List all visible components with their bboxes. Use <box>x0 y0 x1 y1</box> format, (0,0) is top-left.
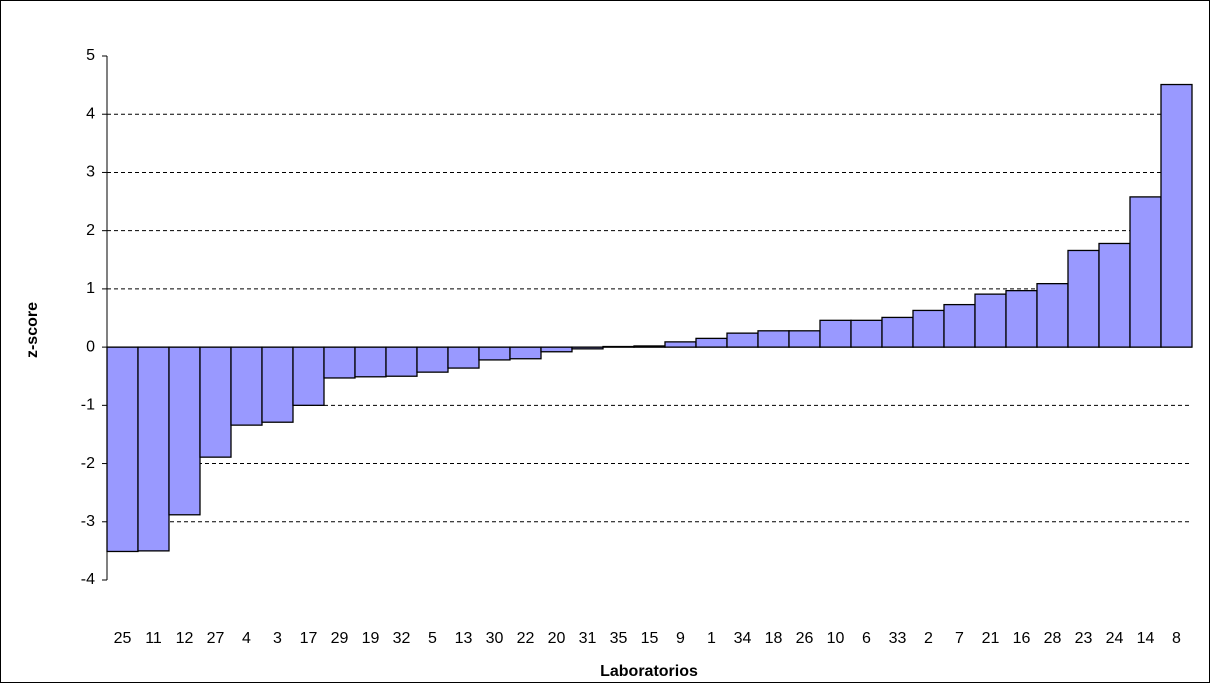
bar <box>788 330 821 348</box>
bar <box>416 346 449 373</box>
x-tick-label: 20 <box>548 630 566 647</box>
bar <box>168 346 201 516</box>
bar <box>726 332 759 348</box>
bar <box>385 346 418 377</box>
x-tick-label: 6 <box>862 630 871 647</box>
x-tick-label: 9 <box>676 630 685 647</box>
x-tick-label: 32 <box>393 630 411 647</box>
bar <box>1098 242 1131 348</box>
y-axis-label: z-score <box>24 302 41 358</box>
y-tick-label: 2 <box>86 222 95 239</box>
bar <box>850 319 883 348</box>
bar <box>1005 289 1038 348</box>
y-tick-label: -1 <box>81 397 95 414</box>
x-tick-label: 10 <box>827 630 845 647</box>
bar <box>819 319 852 348</box>
bar <box>757 330 790 348</box>
y-tick-label: 1 <box>86 280 95 297</box>
x-tick-label: 34 <box>734 630 752 647</box>
y-tick-label: 5 <box>86 47 95 64</box>
x-tick-label: 13 <box>455 630 473 647</box>
x-tick-label: 18 <box>765 630 783 647</box>
x-tick-label: 29 <box>331 630 349 647</box>
x-tick-label: 33 <box>889 630 907 647</box>
x-tick-label: 22 <box>517 630 535 647</box>
bar <box>478 346 511 361</box>
bar <box>447 346 480 369</box>
x-tick-label: 11 <box>145 630 162 647</box>
x-tick-label: 4 <box>242 630 251 647</box>
bar <box>292 346 325 406</box>
bar <box>199 346 232 458</box>
bar <box>230 346 263 426</box>
x-tick-label: 26 <box>796 630 814 647</box>
x-tick-label: 12 <box>176 630 194 647</box>
bar <box>974 293 1007 348</box>
x-tick-label: 27 <box>207 630 225 647</box>
x-tick-label: 28 <box>1044 630 1062 647</box>
bar <box>664 341 697 348</box>
x-tick-label: 7 <box>955 630 964 647</box>
bar <box>912 309 945 348</box>
y-tick-label: -4 <box>81 571 95 588</box>
y-tick-label: 3 <box>86 164 95 181</box>
bar <box>1067 249 1100 348</box>
x-tick-label: 23 <box>1075 630 1093 647</box>
bar <box>695 337 728 348</box>
y-tick-label: 4 <box>86 105 95 122</box>
x-tick-label: 8 <box>1172 630 1181 647</box>
bar <box>354 346 387 378</box>
x-tick-label: 2 <box>924 630 933 647</box>
y-tick-label: 0 <box>86 338 95 355</box>
x-tick-label: 1 <box>707 630 716 647</box>
x-tick-label: 16 <box>1013 630 1031 647</box>
x-tick-label: 31 <box>579 630 597 647</box>
x-tick-label: 19 <box>362 630 380 647</box>
x-tick-label: 21 <box>982 630 1000 647</box>
bar <box>261 346 294 423</box>
bar <box>509 346 542 360</box>
bar <box>1160 83 1193 348</box>
bar <box>323 346 356 379</box>
bar <box>106 346 139 553</box>
x-tick-label: 15 <box>641 630 659 647</box>
bar <box>943 303 976 348</box>
x-tick-label: 35 <box>610 630 628 647</box>
x-tick-label: 30 <box>486 630 504 647</box>
x-axis-label: Laboratorios <box>600 663 698 680</box>
x-tick-label: 3 <box>273 630 282 647</box>
bar <box>881 316 914 348</box>
x-tick-label: 14 <box>1137 630 1155 647</box>
bar <box>137 346 170 552</box>
bar <box>1036 282 1069 348</box>
bar <box>540 346 573 353</box>
y-tick-label: -3 <box>81 513 95 530</box>
x-tick-label: 24 <box>1106 630 1124 647</box>
x-tick-label: 17 <box>300 630 318 647</box>
x-tick-label: 5 <box>428 630 437 647</box>
x-tick-label: 25 <box>114 630 132 647</box>
bar <box>1129 196 1162 348</box>
y-tick-label: -2 <box>81 455 95 472</box>
